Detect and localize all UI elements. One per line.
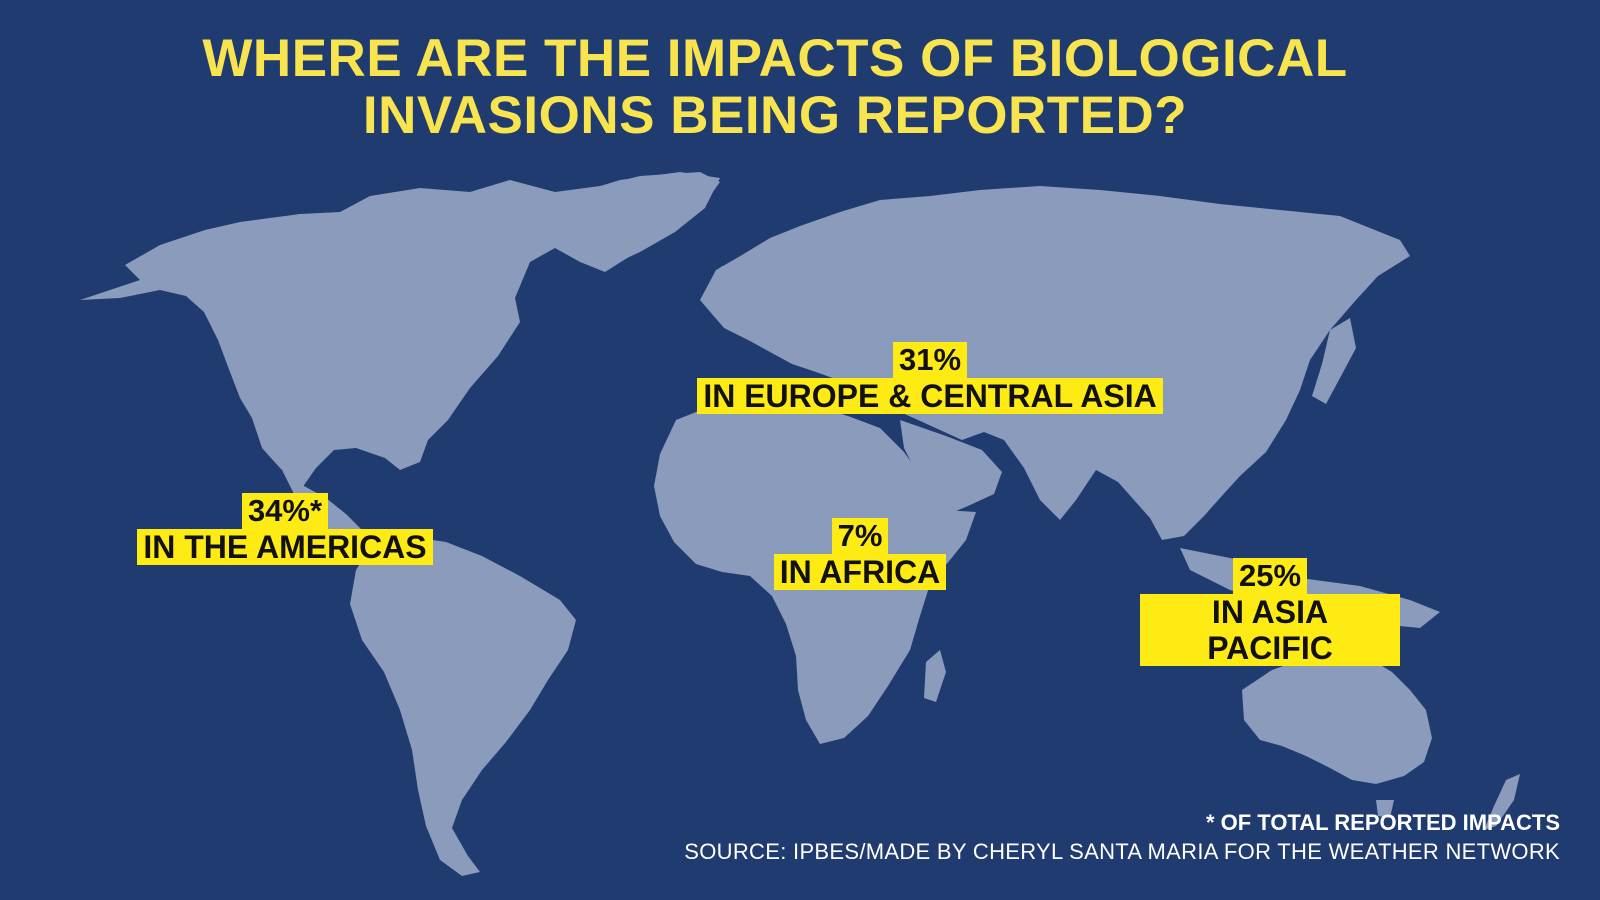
title-line-2: INVASIONS BEING REPORTED? xyxy=(362,86,1188,145)
region-label-africa: 7% IN AFRICA xyxy=(760,518,960,590)
australia-landmass xyxy=(1242,648,1432,784)
region-label-americas: 34%* IN THE AMERICAS xyxy=(130,493,440,565)
europe-central-asia-name: IN EUROPE & CENTRAL ASIA xyxy=(697,378,1163,414)
footer: * OF TOTAL REPORTED IMPACTS SOURCE: IPBE… xyxy=(684,808,1560,866)
new-zealand-landmass xyxy=(1484,774,1520,830)
greenland-landmass xyxy=(568,172,720,268)
region-label-europe-central-asia: 31% IN EUROPE & CENTRAL ASIA xyxy=(690,342,1170,414)
eurasia-landmass xyxy=(700,186,1410,540)
asia-pacific-name: IN ASIA PACIFIC xyxy=(1140,594,1400,666)
americas-percent: 34%* xyxy=(241,493,329,529)
japan-landmass xyxy=(1312,318,1356,404)
region-label-asia-pacific: 25% IN ASIA PACIFIC xyxy=(1140,558,1400,666)
africa-name: IN AFRICA xyxy=(773,554,947,590)
footnote: * OF TOTAL REPORTED IMPACTS xyxy=(1205,810,1560,835)
south-america-landmass xyxy=(350,536,576,876)
tasmania-landmass xyxy=(1376,800,1394,818)
british-isles-landmass xyxy=(708,266,736,312)
north-america-landmass xyxy=(80,172,720,488)
americas-name: IN THE AMERICAS xyxy=(137,529,433,565)
source-credit: SOURCE: IPBES/MADE BY CHERYL SANTA MARIA… xyxy=(684,839,1560,864)
title-line-1: WHERE ARE THE IMPACTS OF BIOLOGICAL xyxy=(202,29,1348,88)
europe-central-asia-percent: 31% xyxy=(892,342,968,378)
asia-pacific-percent: 25% xyxy=(1232,558,1308,594)
arabian-peninsula-landmass xyxy=(900,420,1002,516)
africa-percent: 7% xyxy=(831,518,889,554)
madagascar-landmass xyxy=(924,650,946,702)
page-title: WHERE ARE THE IMPACTS OF BIOLOGICAL INVA… xyxy=(100,30,1450,144)
